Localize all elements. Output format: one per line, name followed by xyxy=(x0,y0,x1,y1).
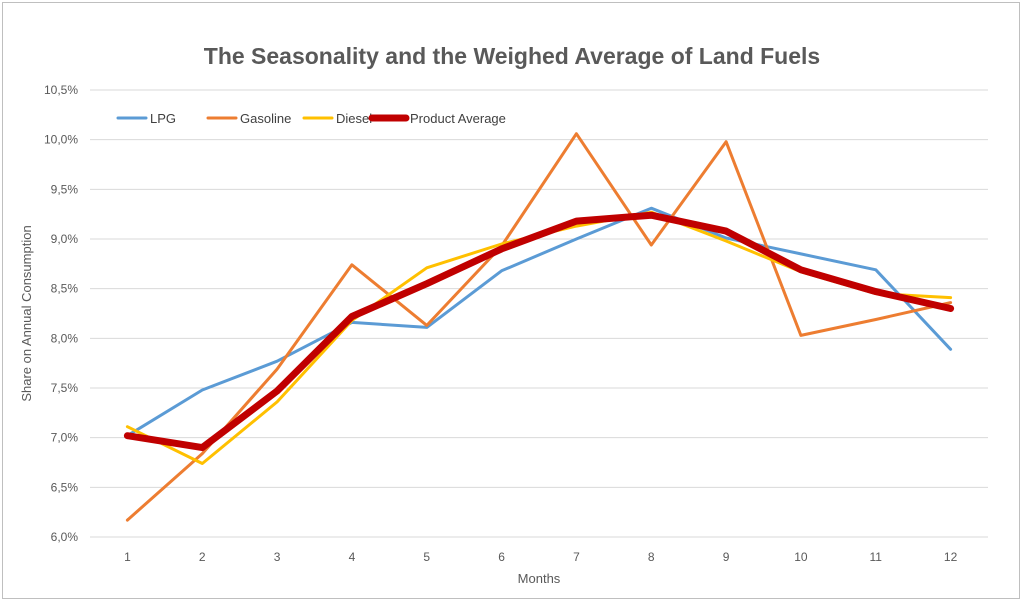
y-tick-label: 10,0% xyxy=(44,133,78,147)
y-tick-label: 8,5% xyxy=(51,282,79,296)
y-tick-label: 7,5% xyxy=(51,381,79,395)
legend-label: Product Average xyxy=(410,111,506,126)
chart-title: The Seasonality and the Weighed Average … xyxy=(203,43,821,69)
x-axis-title: Months xyxy=(518,571,561,586)
x-tick-label: 1 xyxy=(124,550,131,564)
gridlines xyxy=(90,89,988,538)
series-lines xyxy=(123,132,955,522)
legend: LPG Gasoline Diesel Product Average xyxy=(116,111,506,126)
legend-label: LPG xyxy=(150,111,176,126)
y-tick-label: 7,0% xyxy=(51,431,79,445)
x-tick-label: 6 xyxy=(498,550,505,564)
series-line-lpg xyxy=(125,206,953,438)
x-tick-label: 12 xyxy=(944,550,958,564)
x-tick-label: 7 xyxy=(573,550,580,564)
y-axis-title: Share on Annual Consumption xyxy=(19,225,34,401)
x-tick-label: 9 xyxy=(723,550,730,564)
x-axis-ticks: 1 2 3 4 5 6 7 8 9 10 11 12 xyxy=(124,550,958,564)
y-axis-ticks: 6,0% 6,5% 7,0% 7,5% 8,0% 8,5% 9,0% 9,5% 10,0% 10,… xyxy=(44,83,78,544)
y-tick-label: 6,5% xyxy=(51,480,79,494)
y-tick-label: 8,0% xyxy=(51,331,79,345)
y-tick-label: 9,5% xyxy=(51,182,79,196)
series-line-product-average xyxy=(123,211,955,452)
y-tick-label: 6,0% xyxy=(51,530,79,544)
x-tick-label: 10 xyxy=(794,550,808,564)
legend-label: Diesel xyxy=(336,111,372,126)
x-tick-label: 5 xyxy=(423,550,430,564)
series-line-gasoline xyxy=(125,132,953,522)
x-tick-label: 3 xyxy=(274,550,281,564)
legend-label: Gasoline xyxy=(240,111,291,126)
x-tick-label: 11 xyxy=(870,550,883,564)
x-tick-label: 8 xyxy=(648,550,655,564)
y-tick-label: 9,0% xyxy=(51,232,79,246)
y-tick-label: 10,5% xyxy=(44,83,78,97)
x-tick-label: 4 xyxy=(349,550,356,564)
x-tick-label: 2 xyxy=(199,550,206,564)
